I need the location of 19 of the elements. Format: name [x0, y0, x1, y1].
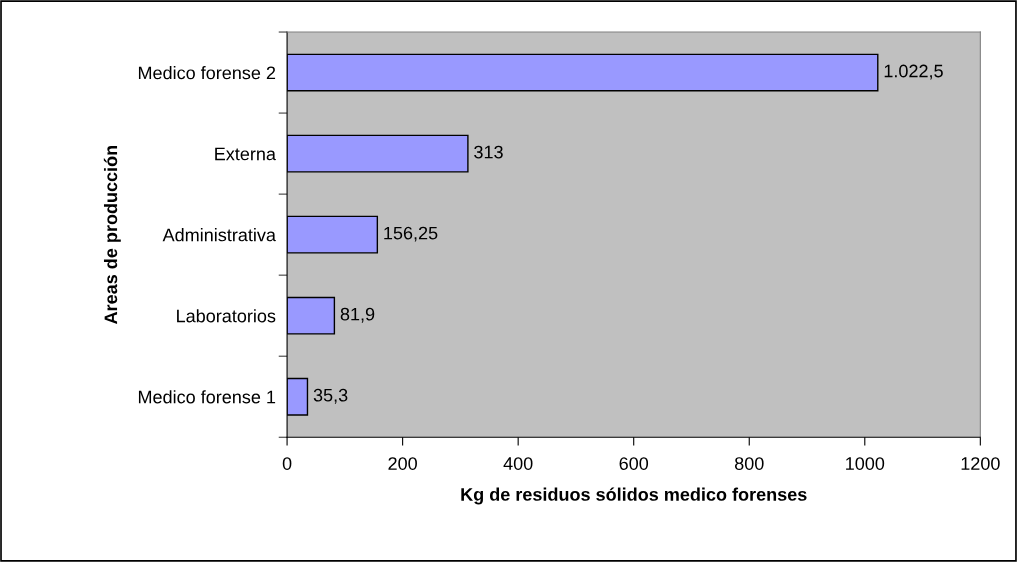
x-tick-label: 0 — [282, 457, 292, 470]
data-label: 81,9 — [340, 307, 375, 323]
y-tick-label: Medico forense 1 — [138, 390, 276, 404]
data-label: 313 — [474, 145, 503, 159]
x-tick-label: 800 — [734, 457, 764, 470]
data-label: 35,3 — [313, 388, 348, 404]
y-tick-label: Administrativa — [162, 228, 276, 242]
x-tick-label: 400 — [503, 457, 533, 470]
x-tick-label: 600 — [619, 457, 649, 470]
y-tick-label: Medico forense 2 — [138, 66, 276, 80]
x-tick-label: 200 — [388, 457, 417, 470]
x-tick-label: 1000 — [846, 457, 885, 470]
data-label: 156,25 — [384, 226, 438, 242]
data-label: 1.022,5 — [884, 64, 943, 80]
y-tick-label: Externa — [215, 147, 276, 161]
y-axis-title: Areas de producción — [103, 145, 121, 324]
x-tick-label: 1200 — [961, 457, 1000, 470]
x-axis-title: Kg de residuos sólidos medico forenses — [461, 487, 807, 505]
y-tick-label: Laboratorios — [177, 309, 276, 323]
